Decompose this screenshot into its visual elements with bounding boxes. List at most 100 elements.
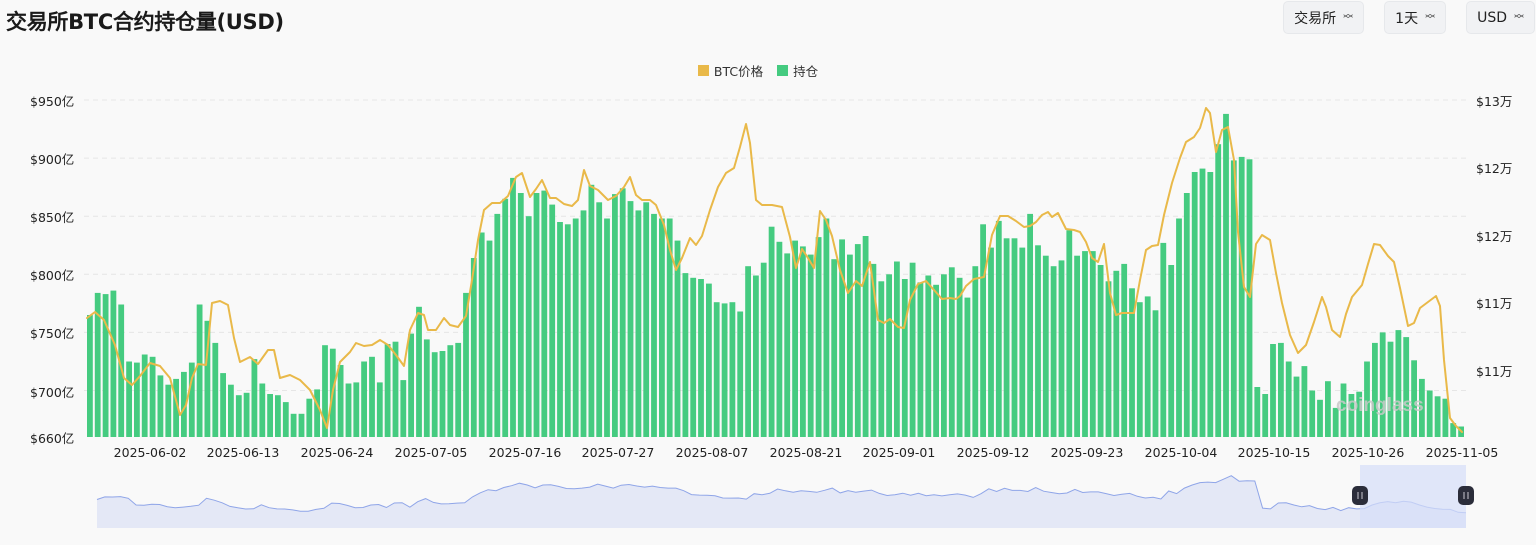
oi-bar[interactable] [376, 382, 383, 437]
oi-bar[interactable] [282, 402, 289, 437]
oi-bar[interactable] [1293, 376, 1300, 437]
slider-handle-left[interactable] [1352, 486, 1368, 505]
oi-bar[interactable] [580, 210, 587, 437]
oi-bar[interactable] [980, 224, 986, 437]
oi-bar[interactable] [1066, 230, 1073, 437]
oi-bar[interactable] [870, 263, 877, 437]
oi-bar[interactable] [1019, 247, 1026, 437]
oi-bar[interactable] [134, 362, 140, 437]
slider-handle-right[interactable] [1458, 486, 1474, 505]
oi-bar[interactable] [1285, 361, 1292, 438]
oi-bar[interactable] [698, 279, 704, 437]
oi-bar[interactable] [627, 201, 634, 437]
oi-bar[interactable] [1136, 302, 1143, 437]
oi-bar[interactable] [1379, 332, 1386, 437]
oi-bar[interactable] [1395, 330, 1402, 437]
oi-bar[interactable] [557, 222, 563, 437]
oi-bar[interactable] [345, 383, 352, 438]
oi-bar[interactable] [760, 262, 767, 437]
oi-bar[interactable] [1097, 265, 1104, 437]
oi-bar[interactable] [525, 216, 532, 437]
oi-bar[interactable] [102, 294, 109, 437]
oi-bar[interactable] [1278, 342, 1284, 437]
oi-bar[interactable] [259, 383, 266, 438]
oi-bar[interactable] [1152, 310, 1159, 437]
oi-bar[interactable] [659, 218, 665, 438]
oi-bar[interactable] [463, 292, 469, 437]
oi-bar[interactable] [173, 378, 179, 437]
oi-bar[interactable] [275, 395, 281, 437]
oi-bar[interactable] [862, 236, 869, 437]
oi-bar[interactable] [1121, 263, 1128, 437]
oi-bar[interactable] [423, 339, 430, 437]
oi-bar[interactable] [1144, 296, 1151, 437]
oi-bar[interactable] [196, 304, 203, 438]
legend-item-oi[interactable]: 持仓 [777, 61, 818, 80]
oi-bar[interactable] [204, 320, 211, 437]
oi-bar[interactable] [635, 210, 642, 437]
oi-bar[interactable] [1082, 251, 1088, 437]
oi-bar[interactable] [713, 302, 720, 437]
slider-selection[interactable] [1360, 465, 1466, 528]
oi-bar[interactable] [361, 361, 367, 438]
oi-bar[interactable] [1042, 255, 1049, 437]
oi-bar[interactable] [251, 359, 258, 437]
oi-bar[interactable] [1011, 238, 1018, 437]
oi-bar[interactable] [126, 361, 132, 438]
oi-bar[interactable] [737, 311, 744, 438]
oi-bar[interactable] [290, 413, 297, 437]
oi-bar[interactable] [1254, 387, 1261, 437]
oi-bar[interactable] [314, 389, 320, 437]
oi-bar[interactable] [792, 240, 798, 437]
oi-bar[interactable] [1309, 390, 1316, 438]
oi-bar[interactable] [1325, 381, 1331, 437]
oi-bar[interactable] [1113, 270, 1120, 437]
oi-bar[interactable] [455, 342, 462, 437]
oi-bar[interactable] [1372, 342, 1378, 437]
oi-bar[interactable] [1434, 396, 1441, 437]
oi-bar[interactable] [1442, 398, 1449, 437]
oi-bar[interactable] [235, 395, 242, 437]
oi-bar[interactable] [188, 362, 195, 437]
oi-bar[interactable] [517, 193, 524, 437]
oi-bar[interactable] [995, 220, 1002, 437]
oi-bar[interactable] [1340, 383, 1347, 438]
oi-bar[interactable] [564, 224, 571, 437]
interval-select[interactable]: 1天 ︿ ﹀ [1384, 1, 1447, 34]
oi-bar[interactable] [439, 351, 446, 437]
oi-bar[interactable] [682, 273, 689, 437]
oi-bar[interactable] [306, 398, 313, 437]
exchange-select[interactable]: 交易所 ︿ ﹀ [1283, 1, 1365, 34]
oi-bar[interactable] [1426, 390, 1433, 438]
oi-bar[interactable] [1450, 423, 1457, 437]
oi-bar[interactable] [1356, 391, 1363, 437]
oi-bar[interactable] [807, 254, 814, 437]
oi-bar[interactable] [643, 202, 650, 437]
oi-bar[interactable] [1168, 265, 1175, 437]
oi-bar[interactable] [831, 259, 838, 437]
oi-bar[interactable] [572, 218, 579, 438]
oi-bar[interactable] [1387, 341, 1394, 437]
oi-bar[interactable] [298, 413, 305, 437]
oi-bar[interactable] [690, 277, 697, 437]
oi-bar[interactable] [666, 218, 673, 438]
oi-bar[interactable] [1246, 159, 1253, 438]
oi-bar[interactable] [533, 193, 540, 437]
oi-bar[interactable] [651, 213, 657, 437]
oi-bar[interactable] [948, 267, 955, 437]
oi-bar[interactable] [612, 194, 618, 437]
oi-bar[interactable] [1058, 260, 1065, 437]
oi-bar[interactable] [1183, 193, 1190, 437]
oi-bar[interactable] [917, 282, 924, 437]
oi-bar[interactable] [1348, 394, 1355, 437]
oi-bar[interactable] [110, 290, 117, 437]
oi-bar[interactable] [972, 266, 979, 437]
oi-bar[interactable] [353, 382, 360, 437]
oi-bar[interactable] [674, 240, 681, 437]
oi-bar[interactable] [1176, 218, 1182, 438]
oi-bar[interactable] [87, 315, 93, 437]
oi-bar[interactable] [604, 218, 610, 438]
oi-bar[interactable] [1089, 251, 1096, 437]
oi-bar[interactable] [847, 254, 853, 437]
oi-bar[interactable] [596, 202, 603, 437]
